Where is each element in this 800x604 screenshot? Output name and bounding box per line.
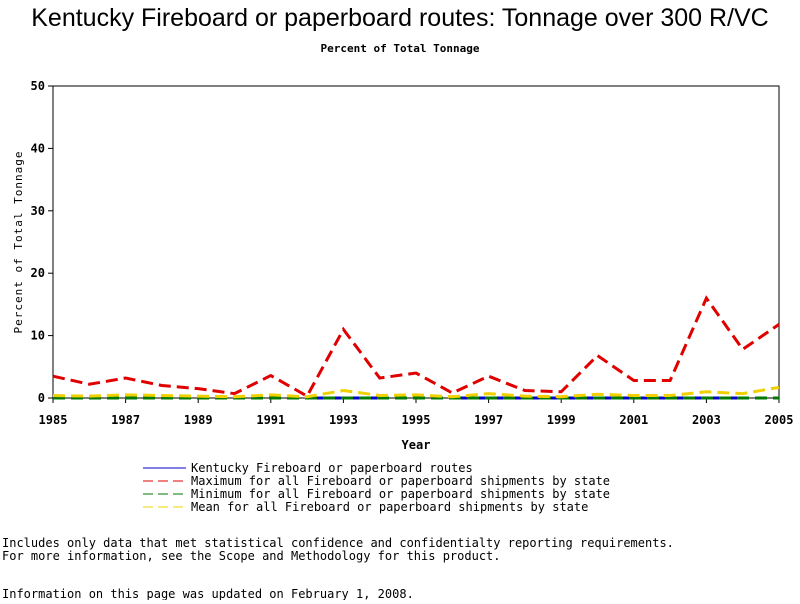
x-tick-label: 1995 <box>402 413 431 427</box>
x-tick-label: 1991 <box>256 413 285 427</box>
note: Includes only data that met statistical … <box>2 536 674 550</box>
x-tick-label: 1997 <box>474 413 503 427</box>
chart-title: Kentucky Fireboard or paperboard routes:… <box>31 4 768 32</box>
plot-frame <box>52 85 780 399</box>
y-tick-label: 30 <box>31 204 45 218</box>
y-tick-label: 20 <box>31 266 45 280</box>
x-tick-label: 1985 <box>39 413 68 427</box>
y-axis-label: Percent of Total Tonnage <box>12 151 25 334</box>
y-tick-label: 0 <box>38 391 45 405</box>
x-tick-label: 1999 <box>547 413 576 427</box>
y-tick-label: 10 <box>31 329 45 343</box>
legend-label: Minimum for all Fireboard or paperboard … <box>191 487 610 501</box>
legend-label: Kentucky Fireboard or paperboard routes <box>191 461 473 475</box>
note: For more information, see the Scope and … <box>2 549 501 563</box>
legend-label: Maximum for all Fireboard or paperboard … <box>191 474 610 488</box>
x-tick-label: 2005 <box>765 413 794 427</box>
x-tick-label: 1993 <box>329 413 358 427</box>
y-tick-label: 50 <box>31 79 45 93</box>
series-line <box>52 385 780 399</box>
y-tick-label: 40 <box>31 141 45 155</box>
x-tick-label: 2003 <box>692 413 721 427</box>
legend-label: Mean for all Fireboard or paperboard shi… <box>191 500 588 514</box>
chart-subtitle: Percent of Total Tonnage <box>321 42 480 55</box>
x-tick-label: 2001 <box>619 413 648 427</box>
x-tick-label: 1987 <box>111 413 140 427</box>
series-line <box>52 295 780 399</box>
x-axis-label: Year <box>402 438 431 452</box>
x-tick-label: 1989 <box>184 413 213 427</box>
footer: Information on this page was updated on … <box>2 587 414 600</box>
